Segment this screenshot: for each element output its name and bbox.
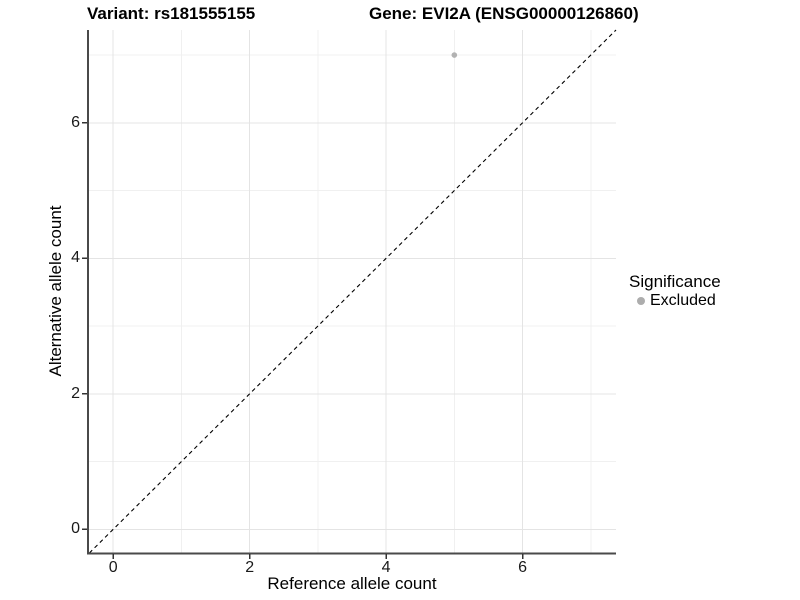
y-tick-label: 6 <box>71 113 80 131</box>
legend-item-label: Excluded <box>650 292 716 309</box>
x-tick-label: 6 <box>518 559 527 576</box>
legend-item-excluded: Excluded <box>629 292 721 310</box>
data-point <box>451 52 458 58</box>
y-axis-title: Alternative allele count <box>46 205 65 377</box>
x-tick-label: 0 <box>108 559 118 576</box>
x-tick-label: 4 <box>381 559 391 576</box>
excluded-point-icon <box>637 297 645 305</box>
y-tick-label: 0 <box>71 520 80 538</box>
legend-title: Significance <box>629 272 721 291</box>
y-tick-label: 4 <box>71 249 80 267</box>
identity-dashed-line <box>88 29 617 554</box>
x-tick-label: 2 <box>245 559 255 576</box>
y-tick-label: 2 <box>71 384 80 402</box>
plot-title-variant: Variant: rs181555155 <box>87 4 256 23</box>
legend: Significance Excluded <box>629 272 721 310</box>
x-axis-title: Reference allele count <box>267 574 437 593</box>
plot-title-gene: Gene: EVI2A (ENSG00000126860) <box>369 4 639 23</box>
